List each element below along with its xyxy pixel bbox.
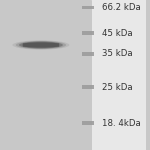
- Bar: [82, 52, 93, 56]
- Bar: [82, 31, 93, 35]
- Text: 25 kDa: 25 kDa: [102, 82, 133, 91]
- Text: 66.2 kDa: 66.2 kDa: [102, 3, 141, 12]
- Text: 45 kDa: 45 kDa: [102, 28, 133, 38]
- Ellipse shape: [16, 41, 66, 49]
- Text: 35 kDa: 35 kDa: [102, 50, 133, 58]
- Bar: [82, 6, 93, 9]
- Ellipse shape: [12, 40, 69, 50]
- Ellipse shape: [19, 41, 63, 49]
- Bar: [82, 121, 93, 125]
- Ellipse shape: [22, 42, 60, 48]
- Text: 18. 4kDa: 18. 4kDa: [102, 118, 141, 127]
- Bar: [82, 85, 93, 89]
- Bar: [91, 0, 146, 150]
- Bar: [22, 43, 59, 47]
